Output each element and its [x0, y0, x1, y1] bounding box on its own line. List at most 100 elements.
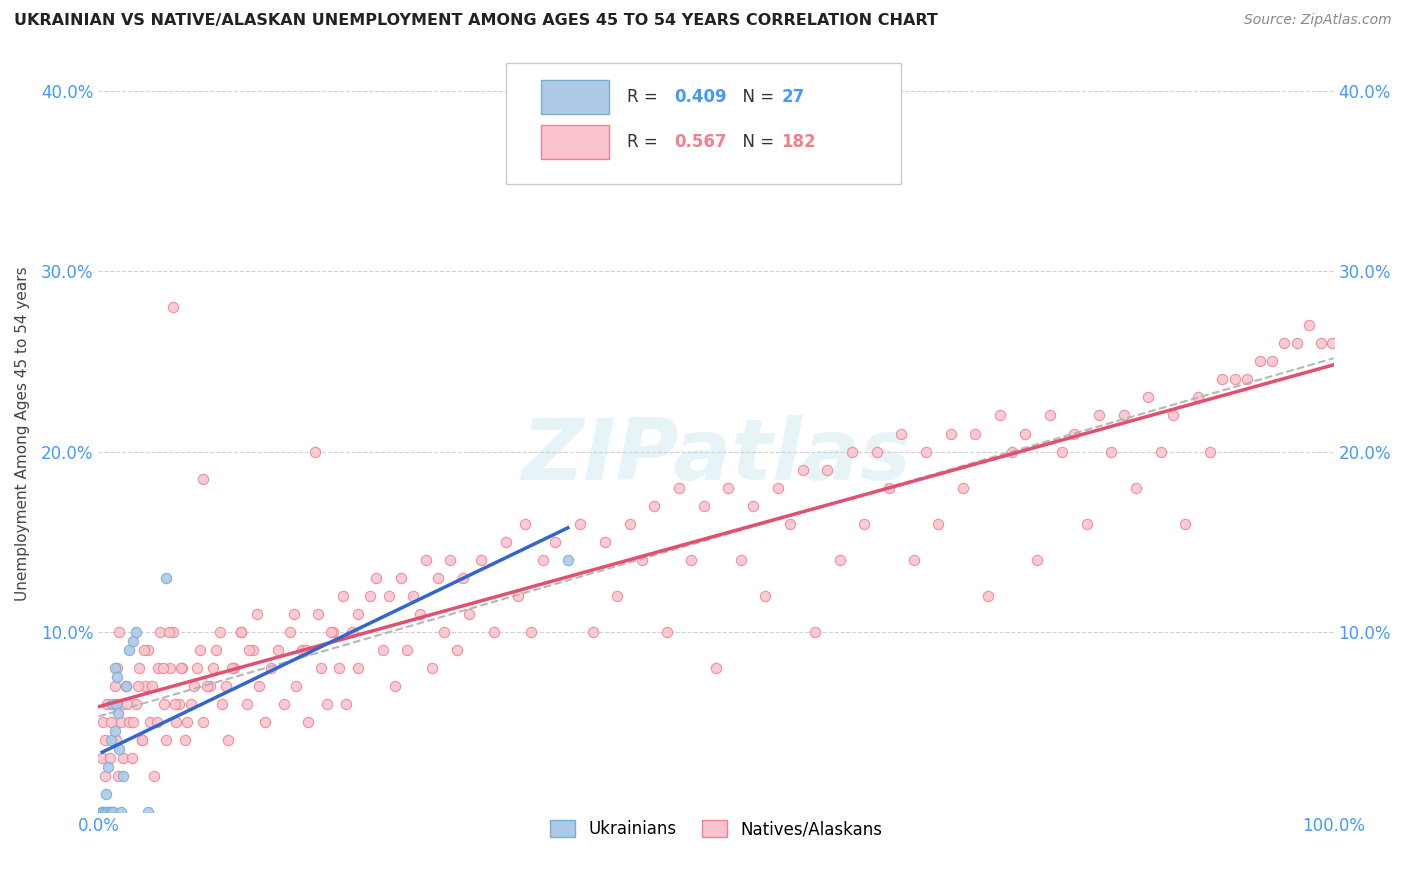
Point [242, 642, 264, 657]
Point [162, 301, 184, 315]
Text: R =: R = [627, 133, 664, 151]
FancyBboxPatch shape [541, 125, 609, 159]
Point [742, 499, 765, 513]
Point [1137, 391, 1160, 405]
Point [779, 516, 801, 531]
Point [110, 714, 132, 729]
Point [180, 697, 202, 711]
Point [134, 679, 156, 693]
Point [754, 589, 776, 603]
Point [134, 642, 156, 657]
Point [309, 661, 332, 675]
Point [112, 751, 135, 765]
Point [1285, 336, 1308, 351]
Point [668, 481, 690, 495]
Point [1088, 409, 1111, 423]
Point [186, 661, 208, 675]
Point [124, 697, 146, 711]
Point [238, 642, 260, 657]
Point [304, 444, 326, 458]
Point [482, 624, 505, 639]
Point [131, 732, 153, 747]
Text: R =: R = [627, 87, 664, 106]
Point [322, 624, 344, 639]
Point [619, 516, 641, 531]
Point [427, 571, 450, 585]
Point [122, 633, 145, 648]
Point [283, 607, 305, 621]
Point [157, 624, 180, 639]
Point [155, 732, 177, 747]
Point [91, 805, 114, 819]
Point [91, 805, 114, 819]
Point [107, 706, 129, 720]
Point [853, 516, 876, 531]
Point [114, 679, 136, 693]
Point [193, 471, 215, 485]
Point [208, 624, 231, 639]
Point [93, 805, 115, 819]
Point [396, 642, 419, 657]
Point [927, 516, 949, 531]
Point [93, 769, 115, 783]
Point [235, 697, 257, 711]
Point [155, 571, 177, 585]
Point [217, 732, 239, 747]
Point [273, 697, 295, 711]
Point [1076, 516, 1098, 531]
Point [136, 805, 159, 819]
Point [1050, 444, 1073, 458]
Point [939, 426, 962, 441]
Point [631, 552, 654, 566]
Point [433, 624, 456, 639]
Point [377, 589, 399, 603]
Point [143, 769, 166, 783]
Point [593, 534, 616, 549]
Point [841, 444, 863, 458]
Point [965, 426, 987, 441]
Point [118, 642, 141, 657]
Point [108, 741, 131, 756]
Point [1125, 481, 1147, 495]
Point [531, 552, 554, 566]
Text: 0.567: 0.567 [673, 133, 727, 151]
Point [266, 642, 288, 657]
Point [108, 624, 131, 639]
Point [285, 679, 308, 693]
Point [103, 723, 125, 738]
Point [1026, 552, 1049, 566]
Point [211, 697, 233, 711]
Point [1014, 426, 1036, 441]
Point [165, 714, 187, 729]
Y-axis label: Unemployment Among Ages 45 to 54 years: Unemployment Among Ages 45 to 54 years [15, 266, 30, 601]
Point [128, 661, 150, 675]
Point [389, 571, 412, 585]
Point [229, 624, 252, 639]
Point [103, 805, 125, 819]
Point [988, 409, 1011, 423]
Point [115, 697, 138, 711]
Point [1063, 426, 1085, 441]
FancyBboxPatch shape [506, 62, 901, 184]
Point [1236, 372, 1258, 386]
Point [508, 589, 530, 603]
Point [101, 805, 124, 819]
Point [792, 462, 814, 476]
Point [915, 444, 938, 458]
Point [110, 805, 132, 819]
Point [183, 679, 205, 693]
Legend: Ukrainians, Natives/Alaskans: Ukrainians, Natives/Alaskans [544, 814, 889, 845]
Point [828, 552, 851, 566]
Point [101, 697, 124, 711]
Point [93, 732, 115, 747]
Point [557, 120, 579, 135]
Point [1298, 318, 1320, 333]
Point [439, 552, 461, 566]
Point [94, 787, 117, 801]
Point [569, 516, 592, 531]
Point [136, 642, 159, 657]
Point [100, 714, 122, 729]
Point [581, 624, 603, 639]
Point [458, 607, 481, 621]
Point [193, 714, 215, 729]
